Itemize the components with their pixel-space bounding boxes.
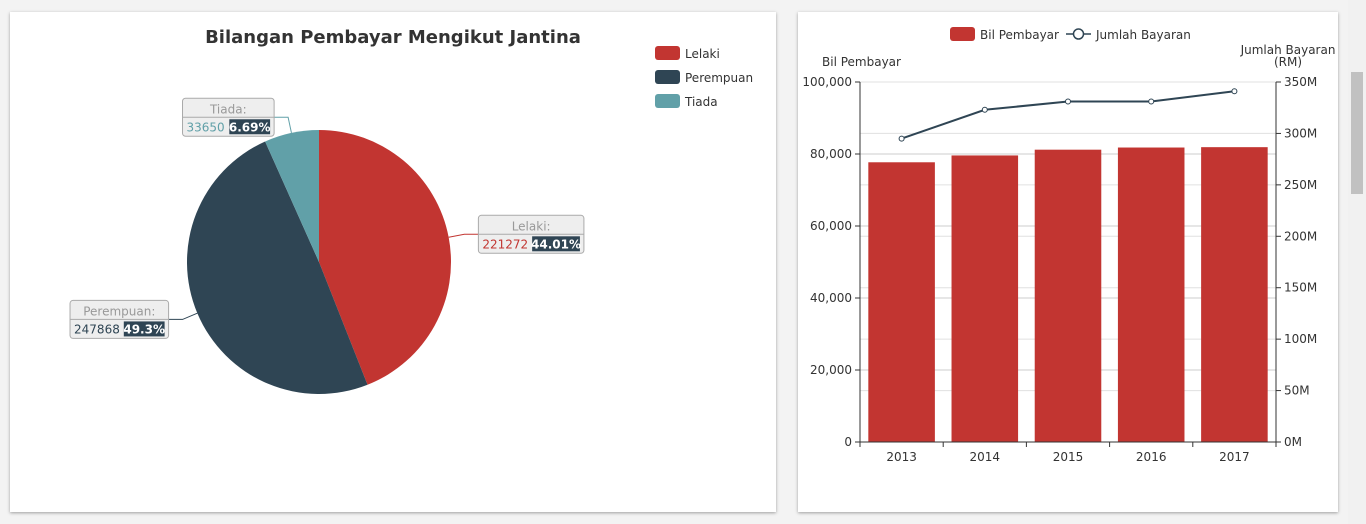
y-right-tick-label: 50M bbox=[1284, 384, 1310, 398]
x-tick-label: 2015 bbox=[1053, 450, 1084, 464]
pie-label-tiada: Tiada: 33650 6.69% bbox=[182, 97, 275, 137]
bar-bil-pembayar-2014[interactable] bbox=[951, 155, 1019, 442]
pie-label-name: Lelaki: bbox=[512, 219, 551, 233]
y-left-tick-label: 100,000 bbox=[802, 75, 852, 89]
pie-slice-tiada[interactable] bbox=[265, 130, 319, 262]
pie-slice-lelaki[interactable] bbox=[319, 130, 452, 385]
legend-swatch-perempuan[interactable] bbox=[655, 70, 680, 84]
pie-chart: Bilangan Pembayar Mengikut Jantina Lelaki… bbox=[69, 27, 753, 395]
y-right-tick-label: 150M bbox=[1284, 281, 1317, 295]
legend-label-tiada[interactable]: Tiada bbox=[684, 95, 718, 109]
line-jumlah-bayaran bbox=[901, 90, 1235, 140]
legend-label-perempuan[interactable]: Perempuan bbox=[685, 71, 753, 85]
pie-slice-perempuan[interactable] bbox=[186, 141, 368, 395]
legend-swatch-lelaki[interactable] bbox=[655, 46, 680, 60]
y-right-tick-label: 100M bbox=[1284, 332, 1317, 346]
bar-bil-pembayar-2016[interactable] bbox=[1117, 147, 1185, 442]
page-scrollbar-thumb[interactable] bbox=[1351, 72, 1363, 194]
legend-swatch-bil-pembayar[interactable] bbox=[950, 27, 975, 41]
x-tick-label: 2013 bbox=[886, 450, 917, 464]
y-left-tick-label: 40,000 bbox=[810, 291, 852, 305]
y-right-tick-label: 200M bbox=[1284, 229, 1317, 243]
pie-label-percent: 44.01% bbox=[531, 237, 581, 251]
y-left-tick-label: 20,000 bbox=[810, 363, 852, 377]
legend-label-jumlah-bayaran[interactable]: Jumlah Bayaran bbox=[1095, 28, 1191, 42]
pie-label-percent: 49.3% bbox=[123, 322, 165, 336]
point-jumlah-bayaran-2016[interactable] bbox=[1148, 98, 1155, 105]
legend-label-bil-pembayar[interactable]: Bil Pembayar bbox=[980, 28, 1059, 42]
pie-label-line-lelaki bbox=[448, 233, 479, 238]
point-jumlah-bayaran-2015[interactable] bbox=[1065, 98, 1071, 105]
bar-chart-legend: Bil Pembayar Jumlah Bayaran bbox=[950, 27, 1191, 42]
legend-swatch-marker-jumlah-bayaran[interactable] bbox=[1072, 28, 1085, 40]
pie-label-line-tiada bbox=[274, 116, 292, 134]
y-axis-right-title-line: Jumlah Bayaran bbox=[1240, 43, 1336, 57]
pie-label-value: 247868 bbox=[74, 322, 120, 336]
y-right-tick-label: 250M bbox=[1284, 178, 1317, 192]
x-tick-label: 2016 bbox=[1136, 450, 1167, 464]
y-right-tick-label: 0M bbox=[1284, 435, 1302, 449]
pie-label-percent-badge bbox=[123, 321, 165, 337]
y-left-tick-label: 80,000 bbox=[810, 147, 852, 161]
pie-label-value: 221272 bbox=[482, 237, 528, 251]
bar-bil-pembayar-2015[interactable] bbox=[1034, 149, 1102, 442]
bar-bil-pembayar-2017[interactable] bbox=[1201, 147, 1268, 442]
pie-chart-panel: Bilangan Pembayar Mengikut Jantina Lelaki… bbox=[10, 12, 776, 512]
pie-label-perempuan: Perempuan: 247868 49.3% bbox=[69, 299, 170, 339]
y-left-tick-label: 60,000 bbox=[810, 219, 852, 233]
bar-line-chart-panel: Bil Pembayar Jumlah Bayaran Bil Pembayar Ju… bbox=[798, 12, 1338, 512]
y-right-tick-label: 350M bbox=[1284, 75, 1317, 89]
pie-label-percent-badge bbox=[532, 236, 580, 252]
pie-label-lelaki: Lelaki: 221272 44.01% bbox=[477, 214, 585, 254]
bar-line-chart: Bil Pembayar Jumlah Bayaran Bil Pembayar Ju… bbox=[802, 27, 1336, 464]
legend-swatch-tiada[interactable] bbox=[655, 94, 680, 108]
pie-label-value: 33650 bbox=[187, 120, 225, 134]
y-right-tick-label: 300M bbox=[1284, 126, 1317, 140]
pie-label-line-perempuan bbox=[168, 312, 198, 320]
point-jumlah-bayaran-2014[interactable] bbox=[981, 106, 988, 113]
x-tick-label: 2017 bbox=[1219, 450, 1250, 464]
point-jumlah-bayaran-2017[interactable] bbox=[1231, 88, 1238, 95]
y-axis-right-title: Jumlah Bayaran (RM) bbox=[1240, 43, 1336, 69]
y-axis-right-title-line: (RM) bbox=[1274, 55, 1302, 69]
pie-label-percent-badge bbox=[229, 119, 271, 135]
point-jumlah-bayaran-2013[interactable] bbox=[898, 135, 905, 142]
pie-label-name: Tiada: bbox=[209, 102, 247, 116]
legend-label-lelaki[interactable]: Lelaki bbox=[685, 47, 720, 61]
y-left-tick-label: 0 bbox=[844, 435, 852, 449]
x-tick-label: 2014 bbox=[970, 450, 1001, 464]
y-axis-left-title: Bil Pembayar bbox=[822, 55, 901, 69]
pie-label-name: Perempuan: bbox=[83, 304, 155, 318]
pie-label-percent: 6.69% bbox=[229, 120, 271, 134]
pie-title: Bilangan Pembayar Mengikut Jantina bbox=[205, 27, 581, 48]
bar-bil-pembayar-2013[interactable] bbox=[868, 162, 935, 442]
